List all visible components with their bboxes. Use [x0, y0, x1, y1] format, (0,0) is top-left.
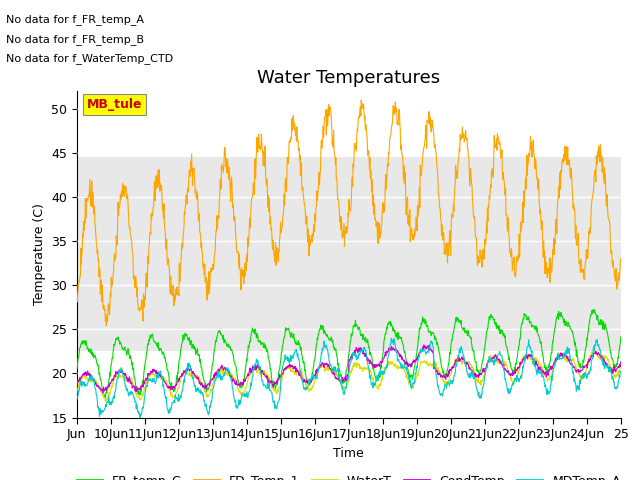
FD_Temp_1: [73, 299, 81, 305]
FD_Temp_1: [371, 216, 379, 222]
Line: MDTemp_A: MDTemp_A: [77, 338, 621, 418]
CondTemp: [257, 365, 264, 371]
WaterT: [102, 399, 109, 405]
FD_Temp_1: [360, 102, 367, 108]
FR_temp_C: [309, 365, 317, 371]
Y-axis label: Temperature (C): Temperature (C): [33, 204, 45, 305]
FR_temp_C: [145, 338, 153, 344]
Line: WaterT: WaterT: [77, 351, 621, 402]
MDTemp_A: [73, 396, 81, 402]
CondTemp: [309, 374, 317, 380]
WaterT: [73, 390, 81, 396]
FD_Temp_1: [165, 264, 173, 269]
CondTemp: [371, 364, 378, 370]
Line: FR_temp_C: FR_temp_C: [77, 310, 621, 397]
CondTemp: [145, 371, 153, 377]
FD_Temp_1: [309, 234, 317, 240]
CondTemp: [617, 359, 625, 365]
MDTemp_A: [371, 383, 378, 389]
Text: No data for f_FR_temp_B: No data for f_FR_temp_B: [6, 34, 145, 45]
WaterT: [145, 374, 153, 380]
FR_temp_C: [371, 371, 378, 376]
WaterT: [617, 364, 625, 370]
MDTemp_A: [309, 376, 317, 382]
FD_Temp_1: [257, 147, 264, 153]
FR_temp_C: [617, 334, 625, 340]
Line: FD_Temp_1: FD_Temp_1: [77, 100, 621, 326]
Bar: [77, 157, 621, 351]
FR_temp_C: [165, 373, 173, 379]
CondTemp: [420, 342, 428, 348]
FR_temp_C: [257, 338, 264, 344]
CondTemp: [165, 384, 173, 389]
MDTemp_A: [257, 369, 264, 374]
MDTemp_A: [165, 408, 173, 414]
Line: CondTemp: CondTemp: [77, 345, 621, 393]
Legend: FR_temp_C, FD_Temp_1, WaterT, CondTemp, MDTemp_A: FR_temp_C, FD_Temp_1, WaterT, CondTemp, …: [72, 469, 626, 480]
MDTemp_A: [387, 336, 395, 341]
WaterT: [309, 382, 317, 388]
Text: No data for f_FR_temp_A: No data for f_FR_temp_A: [6, 14, 145, 25]
FR_temp_C: [73, 366, 81, 372]
Title: Water Temperatures: Water Temperatures: [257, 69, 440, 87]
FR_temp_C: [359, 331, 367, 337]
WaterT: [257, 372, 264, 378]
CondTemp: [359, 348, 367, 353]
WaterT: [371, 380, 378, 386]
FD_Temp_1: [357, 97, 365, 103]
MDTemp_A: [136, 415, 144, 421]
Text: No data for f_WaterTemp_CTD: No data for f_WaterTemp_CTD: [6, 53, 173, 64]
CondTemp: [99, 390, 106, 396]
X-axis label: Time: Time: [333, 446, 364, 459]
MDTemp_A: [617, 369, 625, 374]
FD_Temp_1: [145, 240, 153, 246]
WaterT: [591, 348, 598, 354]
FD_Temp_1: [617, 255, 625, 261]
Text: MB_tule: MB_tule: [87, 98, 143, 111]
FR_temp_C: [102, 395, 109, 400]
WaterT: [359, 366, 367, 372]
CondTemp: [73, 382, 81, 388]
MDTemp_A: [359, 346, 367, 352]
WaterT: [165, 386, 173, 392]
FD_Temp_1: [102, 323, 110, 329]
MDTemp_A: [145, 377, 153, 383]
FR_temp_C: [591, 307, 598, 312]
